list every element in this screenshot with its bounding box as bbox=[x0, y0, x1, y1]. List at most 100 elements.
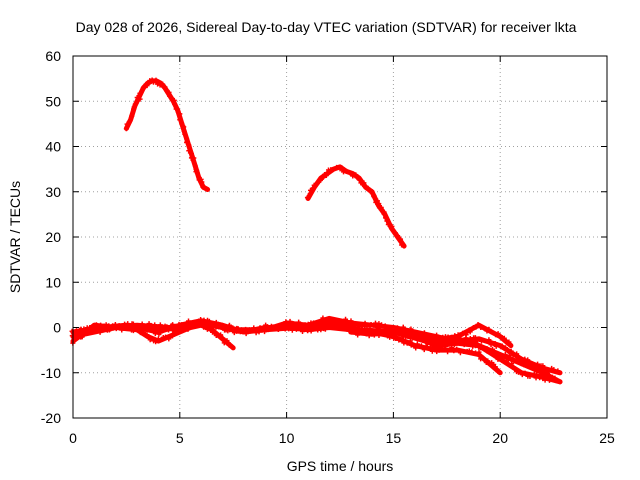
data-point bbox=[344, 168, 350, 174]
data-point bbox=[521, 362, 527, 368]
data-point bbox=[510, 356, 516, 362]
data-point bbox=[387, 334, 393, 340]
data-point bbox=[405, 334, 411, 340]
data-point bbox=[155, 326, 161, 332]
data-point bbox=[523, 360, 529, 366]
data-point bbox=[504, 358, 510, 364]
data-point bbox=[486, 326, 492, 332]
data-point bbox=[454, 346, 460, 352]
data-point bbox=[317, 177, 323, 183]
data-point bbox=[323, 173, 329, 179]
data-point bbox=[163, 334, 169, 340]
data-point bbox=[495, 368, 501, 374]
data-point bbox=[436, 347, 442, 353]
data-point bbox=[256, 329, 262, 335]
y-tick-label: 20 bbox=[45, 229, 61, 245]
data-point bbox=[510, 364, 516, 370]
data-point bbox=[476, 349, 482, 355]
data-point bbox=[444, 341, 450, 347]
data-point bbox=[509, 361, 515, 367]
data-point bbox=[499, 357, 505, 363]
data-point bbox=[362, 320, 368, 326]
data-point bbox=[202, 185, 208, 191]
data-point bbox=[277, 324, 283, 330]
data-point bbox=[259, 326, 265, 332]
data-point bbox=[469, 349, 475, 355]
data-point bbox=[137, 90, 143, 96]
series-arc-high-1 bbox=[123, 77, 211, 192]
data-point bbox=[492, 353, 498, 359]
data-point bbox=[472, 343, 478, 349]
data-point bbox=[200, 321, 206, 327]
y-tick-label: 10 bbox=[45, 274, 61, 290]
data-point bbox=[479, 344, 485, 350]
data-point bbox=[393, 328, 399, 334]
data-point bbox=[349, 329, 355, 335]
data-point bbox=[403, 330, 409, 336]
data-point bbox=[382, 323, 388, 329]
data-point bbox=[150, 79, 156, 85]
data-point bbox=[424, 341, 430, 347]
data-point bbox=[212, 330, 218, 336]
data-point bbox=[308, 328, 314, 334]
data-point bbox=[196, 318, 202, 324]
data-point bbox=[368, 321, 374, 327]
data-point bbox=[353, 324, 359, 330]
data-point bbox=[177, 117, 183, 123]
data-point bbox=[475, 337, 481, 343]
data-point bbox=[379, 322, 385, 328]
data-point bbox=[84, 325, 90, 331]
y-tick-label: 60 bbox=[45, 48, 61, 64]
data-point bbox=[153, 77, 159, 83]
data-point bbox=[147, 337, 153, 343]
data-point bbox=[457, 339, 463, 345]
data-point bbox=[129, 112, 135, 118]
data-point bbox=[170, 322, 176, 328]
data-point bbox=[457, 350, 463, 356]
data-point bbox=[522, 370, 528, 376]
data-point bbox=[175, 323, 181, 329]
data-point bbox=[296, 319, 302, 325]
data-point bbox=[320, 174, 326, 180]
data-point bbox=[180, 327, 186, 333]
y-tick-label: 40 bbox=[45, 139, 61, 155]
data-point bbox=[546, 368, 552, 374]
data-point bbox=[451, 348, 457, 354]
series-arc-high-2 bbox=[304, 164, 407, 249]
data-point bbox=[146, 321, 152, 327]
data-point bbox=[390, 327, 396, 333]
data-point bbox=[413, 345, 419, 351]
data-point bbox=[423, 344, 429, 350]
data-point bbox=[322, 326, 328, 332]
data-point bbox=[262, 329, 268, 335]
data-point bbox=[177, 111, 183, 117]
data-point bbox=[531, 371, 537, 377]
data-point bbox=[287, 318, 293, 324]
data-point bbox=[394, 325, 400, 331]
data-point bbox=[488, 329, 494, 335]
data-point bbox=[516, 369, 521, 375]
data-point bbox=[133, 100, 139, 106]
series-track-f bbox=[348, 327, 563, 385]
data-point bbox=[503, 345, 509, 351]
data-point bbox=[499, 343, 505, 349]
data-point bbox=[193, 319, 199, 325]
data-point bbox=[378, 204, 384, 210]
data-point bbox=[375, 326, 381, 332]
data-point bbox=[414, 334, 420, 340]
data-point bbox=[93, 328, 99, 334]
data-point bbox=[384, 218, 390, 224]
data-point bbox=[203, 320, 209, 326]
data-point bbox=[125, 321, 131, 327]
data-point bbox=[508, 348, 514, 354]
data-point bbox=[542, 377, 548, 383]
data-point bbox=[182, 131, 188, 137]
x-tick-label: 10 bbox=[279, 430, 295, 446]
data-point bbox=[490, 349, 496, 355]
data-point bbox=[184, 139, 190, 145]
data-point bbox=[320, 315, 326, 321]
data-point bbox=[109, 324, 115, 330]
data-point bbox=[72, 329, 78, 335]
data-point bbox=[227, 342, 233, 348]
